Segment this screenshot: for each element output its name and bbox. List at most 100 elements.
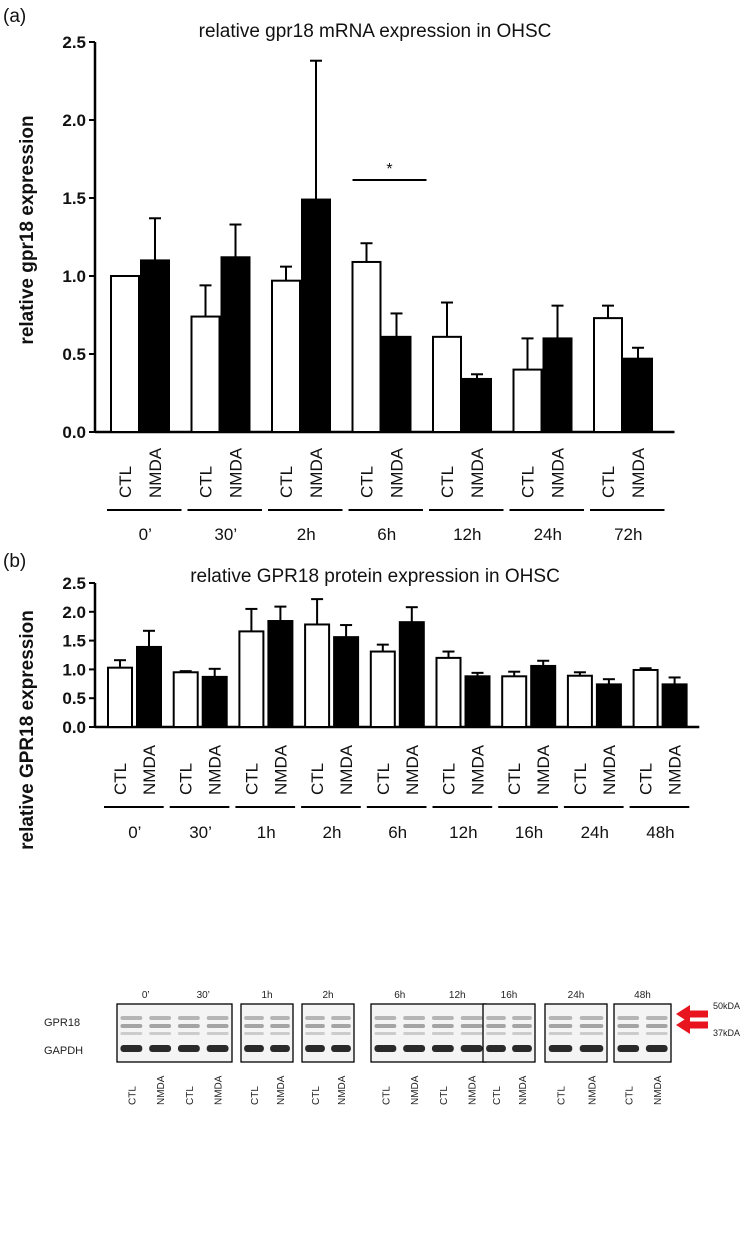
x-category-label: CTL (197, 466, 216, 498)
x-category-label: CTL (358, 466, 377, 498)
x-category-label: CTL (277, 466, 296, 498)
gpr18-band (120, 1032, 143, 1035)
blot-panel: 24h CTL NMDA (544, 990, 608, 1105)
gapdh-band (431, 1045, 454, 1052)
gpr18-band (579, 1032, 604, 1035)
gapdh-band (403, 1045, 426, 1052)
blot-lane-label: NMDA (468, 1075, 479, 1105)
x-category-label: CTL (438, 466, 457, 498)
gpr18-band (206, 1016, 229, 1020)
x-category-label: NMDA (388, 447, 407, 498)
gapdh-band (270, 1045, 290, 1052)
gpr18-band (403, 1032, 426, 1035)
gpr18-band (460, 1024, 483, 1028)
bar-nmda (267, 620, 294, 728)
group-label: 6h (388, 823, 407, 842)
gpr18-band (177, 1032, 200, 1035)
bar-ctl (351, 260, 382, 433)
gpr18-band (431, 1016, 454, 1020)
gapdh-band (460, 1045, 483, 1052)
panel-b-plot: 0.0 0.5 1.0 1.5 2.0 2.5 CTL NMDA 0’ CTL NMDA 30’ CTL… (62, 574, 700, 842)
bar-ctl (107, 666, 133, 728)
blot-time-label: 0’ (142, 990, 150, 1001)
blot-panels: 0’ 30’ CTL NMDA CTL NMDA 1h CTL NMDA 2h CTL NMDA 6h 1… (116, 990, 672, 1105)
x-category-label: NMDA (600, 744, 619, 795)
blot-lane-label: CTL (624, 1086, 635, 1105)
bar-nmda (530, 664, 557, 728)
panel-b-y-axis-label: relative GPR18 expression (17, 610, 38, 850)
x-category-label: CTL (519, 466, 538, 498)
blot-row-label-gapdh: GAPDH (44, 1045, 83, 1057)
group-label: 24h (534, 525, 562, 544)
blot-panel: 0’ 30’ CTL NMDA CTL NMDA (116, 990, 233, 1105)
blot-lane-label: NMDA (653, 1075, 664, 1105)
gpr18-band (548, 1016, 573, 1020)
gapdh-band (617, 1045, 640, 1052)
western-blot: GPR18 GAPDH 50kDA 37kDA 0’ 30’ CTL NMDA CTL N… (44, 990, 740, 1105)
group-label: 12h (453, 525, 481, 544)
bar-ctl (369, 650, 396, 729)
y-tick-label: 0.0 (62, 718, 86, 737)
red-arrow-head (676, 1016, 690, 1034)
y-tick-label: 2.5 (62, 574, 86, 593)
gpr18-band (270, 1032, 290, 1035)
x-category-label: CTL (308, 763, 327, 795)
bar-ctl (190, 315, 221, 433)
blot-lane-label: NMDA (588, 1075, 599, 1105)
bar-nmda (136, 645, 162, 728)
bar-nmda (623, 357, 653, 433)
gapdh-band (374, 1045, 397, 1052)
bar-nmda (661, 683, 688, 728)
group-label: 2h (297, 525, 316, 544)
gapdh-band (645, 1045, 668, 1052)
gpr18-band (331, 1024, 351, 1028)
blot-mw-37kda: 37kDA (713, 1028, 740, 1038)
blot-panel: 48h CTL NMDA (613, 990, 672, 1105)
y-tick-label: 0.0 (62, 423, 86, 442)
gpr18-band (512, 1024, 532, 1028)
bar-ctl (512, 368, 543, 434)
x-category-label: NMDA (666, 744, 685, 795)
gapdh-band (305, 1045, 325, 1052)
x-category-label: CTL (637, 763, 656, 795)
panel-a: (a) relative gpr18 mRNA expression in OH… (3, 6, 675, 544)
x-category-label: NMDA (307, 447, 326, 498)
group-label: 48h (646, 823, 674, 842)
blot-panel: 1h CTL NMDA (240, 990, 294, 1105)
blot-time-label: 48h (634, 990, 651, 1001)
significance-marker: * (386, 161, 392, 178)
blot-panel: 2h CTL NMDA (301, 990, 355, 1105)
blot-time-label: 2h (322, 990, 333, 1001)
blot-frame (240, 1003, 294, 1063)
gpr18-band (403, 1024, 426, 1028)
x-category-label: CTL (571, 763, 590, 795)
gpr18-band (486, 1032, 506, 1035)
gapdh-band (579, 1045, 604, 1052)
gpr18-band (512, 1032, 532, 1035)
gapdh-band (512, 1045, 532, 1052)
x-category-label: NMDA (140, 744, 159, 795)
gpr18-band (645, 1032, 668, 1035)
blot-lane-label: NMDA (156, 1075, 167, 1105)
gpr18-band (548, 1024, 573, 1028)
group-label: 2h (322, 823, 341, 842)
panel-a-plot: 0.0 0.5 1.0 1.5 2.0 2.5 CTL NMDA 0’ CTL NMDA 30’ CTL… (62, 33, 675, 544)
group-label: 24h (581, 823, 609, 842)
blot-lane-label: NMDA (337, 1075, 348, 1105)
blot-lane-label: CTL (250, 1086, 261, 1105)
group-label: 0’ (128, 823, 141, 842)
x-category-label: NMDA (469, 744, 488, 795)
bar-nmda (595, 683, 622, 728)
gapdh-band (331, 1045, 351, 1052)
bar-nmda (333, 636, 360, 728)
bar-ctl (110, 275, 140, 433)
blot-lane-label: NMDA (214, 1075, 225, 1105)
gpr18-band (617, 1024, 640, 1028)
bar-nmda (464, 675, 491, 729)
gpr18-band (206, 1024, 229, 1028)
gpr18-band (460, 1032, 483, 1035)
blot-time-label: 24h (568, 990, 585, 1001)
gapdh-band (486, 1045, 506, 1052)
group-label: 30’ (189, 823, 212, 842)
blot-lane-label: CTL (127, 1086, 138, 1105)
